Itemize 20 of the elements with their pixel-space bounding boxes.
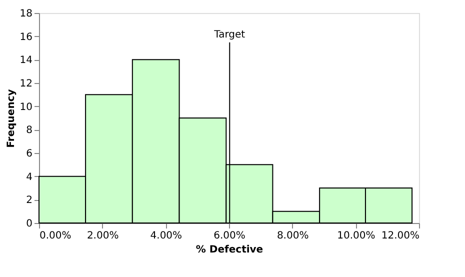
y-tick-label: 12 bbox=[20, 78, 32, 90]
x-tick-label: 6.00% bbox=[214, 230, 246, 242]
y-tick-label: 16 bbox=[20, 32, 32, 43]
y-tick-label: 10 bbox=[20, 102, 32, 113]
x-axis-title: % Defective bbox=[196, 244, 264, 256]
x-tick-label: 2.00% bbox=[86, 230, 119, 242]
y-tick-label: 6 bbox=[26, 148, 32, 160]
x-tick-label: 0.00% bbox=[40, 230, 72, 242]
x-tick-label: 8.00% bbox=[276, 230, 309, 242]
y-tick-label: 18 bbox=[20, 8, 32, 20]
y-tick-label: 8 bbox=[26, 125, 32, 136]
y-tick-label: 14 bbox=[20, 55, 32, 66]
x-tick-label: 12.00% bbox=[381, 230, 420, 242]
y-tick-label: 4 bbox=[26, 172, 32, 183]
x-tick-label: 4.00% bbox=[150, 230, 182, 242]
y-tick-label: 2 bbox=[26, 195, 32, 206]
x-tick-label: 10.00% bbox=[337, 230, 376, 242]
y-tick-label: 0 bbox=[26, 218, 32, 230]
y-axis-title: Frequency bbox=[6, 88, 17, 148]
ref-line-label: Target bbox=[213, 29, 246, 40]
